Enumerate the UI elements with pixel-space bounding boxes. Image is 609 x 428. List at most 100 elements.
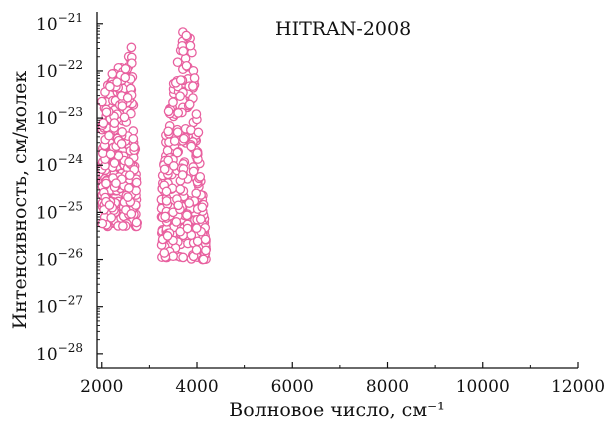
data-point	[175, 184, 186, 195]
data-point	[122, 92, 133, 103]
data-point	[106, 212, 117, 223]
data-point	[116, 139, 127, 149]
data-point	[109, 118, 120, 128]
data-point	[186, 141, 197, 152]
data-point	[193, 127, 204, 138]
data-point	[172, 127, 183, 138]
x-tick-label: 10000	[456, 377, 510, 397]
data-point	[160, 211, 171, 222]
data-point	[195, 214, 206, 225]
data-point	[123, 192, 133, 202]
x-tick-label: 2000	[80, 377, 123, 397]
data-point	[188, 81, 198, 92]
data-point	[101, 107, 112, 118]
data-point	[182, 223, 193, 234]
data-point	[161, 186, 172, 197]
data-point	[185, 40, 196, 51]
data-point	[120, 63, 131, 74]
data-point	[191, 109, 202, 119]
chart-annotation: HITRAN-2008	[275, 18, 411, 40]
y-tick-label: 10−27	[36, 294, 83, 318]
data-point	[120, 72, 131, 83]
data-points	[96, 27, 212, 265]
data-point	[162, 231, 173, 241]
data-point	[192, 236, 203, 247]
y-tick-label: 10−23	[36, 105, 83, 129]
data-point	[126, 209, 137, 219]
data-point	[177, 170, 188, 180]
y-tick-label: 10−28	[36, 341, 83, 365]
data-point	[178, 46, 189, 56]
data-point	[159, 248, 170, 258]
x-tick-label: 6000	[271, 377, 314, 397]
data-point	[111, 178, 121, 189]
data-point	[159, 164, 170, 175]
x-tick-label: 8000	[366, 377, 409, 397]
data-point	[191, 188, 202, 199]
data-point	[117, 101, 128, 111]
data-point	[97, 96, 107, 107]
data-point	[128, 133, 139, 144]
data-point	[188, 166, 199, 177]
data-point	[131, 217, 142, 228]
data-point	[112, 77, 122, 87]
x-axis-label: Волновое число, см⁻¹	[229, 399, 445, 421]
x-tick-label: 12000	[551, 377, 605, 397]
data-point	[163, 155, 174, 166]
data-point	[181, 60, 192, 71]
data-point	[169, 136, 180, 146]
data-point	[105, 81, 115, 92]
data-point	[172, 57, 183, 68]
data-point	[129, 142, 139, 152]
data-point	[161, 196, 172, 206]
data-point	[197, 202, 208, 213]
data-point	[124, 157, 134, 167]
y-tick-label: 10−21	[36, 11, 83, 35]
data-point	[117, 127, 128, 137]
y-tick-label: 10−24	[36, 152, 83, 176]
data-point	[124, 170, 135, 181]
data-point	[131, 177, 142, 188]
data-point	[201, 245, 211, 256]
data-point	[175, 75, 186, 85]
data-point	[107, 69, 118, 79]
data-point	[173, 200, 184, 211]
axes: 2000 4000 6000 8000 10000 12000 10−21 10−22 10−2…	[36, 11, 605, 397]
data-point	[163, 106, 174, 117]
data-point	[179, 133, 189, 144]
data-point	[172, 147, 183, 158]
data-point	[191, 223, 202, 234]
data-point	[195, 171, 206, 182]
data-point	[168, 161, 179, 171]
data-point	[97, 218, 108, 229]
data-point	[175, 91, 185, 102]
data-point	[105, 149, 116, 160]
y-tick-label: 10−26	[36, 247, 83, 271]
data-point	[200, 234, 211, 245]
data-point	[104, 200, 115, 210]
data-point	[163, 126, 174, 137]
data-point	[198, 254, 209, 265]
y-axis-label: Интенсивность, см/молек	[9, 71, 31, 330]
data-point	[118, 221, 128, 231]
data-point	[181, 30, 192, 41]
y-tick-label: 10−25	[36, 199, 83, 223]
data-point	[178, 252, 188, 263]
data-point	[191, 245, 202, 255]
y-tick-label: 10−22	[36, 58, 83, 82]
data-point	[168, 97, 178, 108]
data-point	[119, 112, 130, 123]
data-point	[182, 210, 192, 221]
data-point	[126, 42, 137, 53]
data-point	[104, 130, 114, 141]
data-point	[109, 158, 120, 168]
data-point	[189, 73, 200, 83]
data-point	[101, 178, 111, 189]
data-point	[184, 99, 195, 110]
data-point	[98, 118, 109, 128]
data-point	[173, 108, 184, 118]
data-point	[184, 198, 195, 208]
data-point	[171, 217, 182, 227]
data-point	[192, 148, 203, 158]
